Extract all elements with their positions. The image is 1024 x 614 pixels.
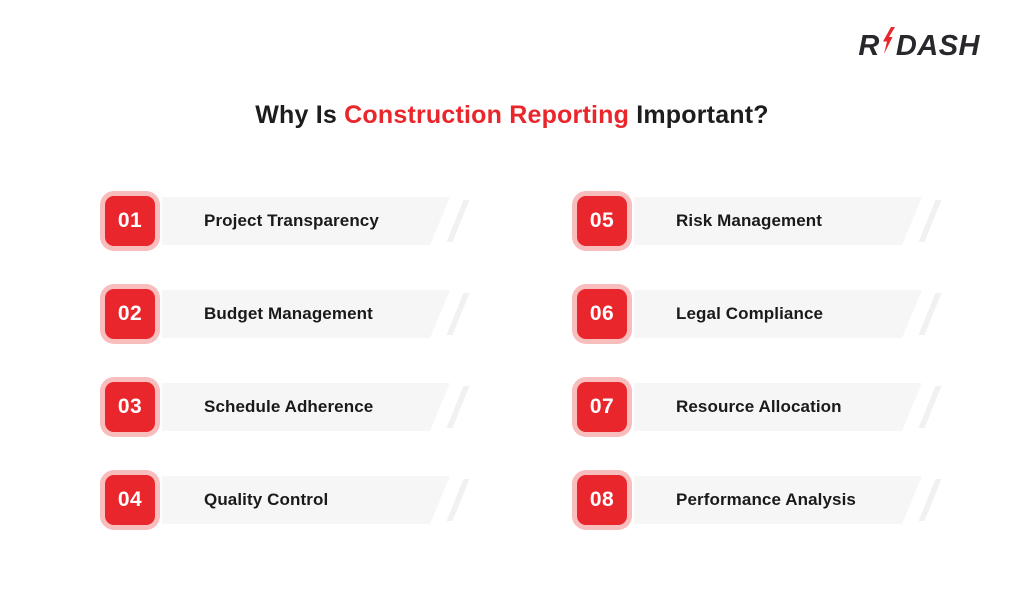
- item-bar: [634, 476, 922, 524]
- list-item-02: 02 Budget Management: [100, 284, 470, 344]
- item-label: Resource Allocation: [676, 397, 842, 416]
- title-highlight: Construction Reporting: [344, 101, 630, 129]
- list-item-05: 05 Risk Management: [572, 191, 942, 251]
- item-bar: [634, 383, 922, 431]
- bar-tail-decoration: [446, 386, 470, 428]
- item-number: 07: [589, 395, 615, 418]
- title-suffix: Important?: [629, 101, 769, 129]
- bar-tail-decoration: [446, 200, 470, 242]
- item-number-badge: 03: [100, 377, 160, 437]
- logo-letter-r: R: [858, 30, 880, 62]
- list-item-08: 08 Performance Analysis: [572, 470, 942, 530]
- item-number: 02: [117, 302, 143, 325]
- bar-tail-decoration: [446, 293, 470, 335]
- item-number-badge: 01: [100, 191, 160, 251]
- item-bar: [162, 197, 450, 245]
- bar-tail-decoration: [446, 479, 470, 521]
- item-label: Legal Compliance: [676, 304, 824, 323]
- item-number-badge: 02: [100, 284, 160, 344]
- title-prefix: Why Is: [255, 101, 345, 129]
- item-label: Project Transparency: [204, 211, 379, 230]
- page-title: Why Is Construction Reporting Important?: [0, 99, 1024, 131]
- list-item-06: 06 Legal Compliance: [572, 284, 942, 344]
- item-label: Schedule Adherence: [204, 397, 374, 416]
- item-number-badge: 04: [100, 470, 160, 530]
- item-number-badge: 07: [572, 377, 632, 437]
- item-label: Quality Control: [204, 490, 329, 509]
- items-grid: 01 Project Transparency 02 Budget Manage…: [100, 191, 942, 530]
- item-number-badge: 08: [572, 470, 632, 530]
- list-item-03: 03 Schedule Adherence: [100, 377, 470, 437]
- item-number: 04: [117, 488, 143, 511]
- bar-tail-decoration: [918, 479, 942, 521]
- item-bar: [162, 476, 450, 524]
- bar-tail-decoration: [918, 200, 942, 242]
- lightning-bolt-icon: [882, 27, 895, 54]
- item-label: Performance Analysis: [676, 490, 856, 509]
- list-item-01: 01 Project Transparency: [100, 191, 470, 251]
- item-number-badge: 05: [572, 191, 632, 251]
- item-number-badge: 06: [572, 284, 632, 344]
- item-bar: [634, 197, 922, 245]
- item-label: Budget Management: [204, 304, 373, 323]
- item-number: 06: [589, 302, 615, 325]
- bar-tail-decoration: [918, 386, 942, 428]
- item-number: 03: [117, 395, 143, 418]
- bar-tail-decoration: [918, 293, 942, 335]
- item-label: Risk Management: [676, 211, 823, 230]
- list-item-07: 07 Resource Allocation: [572, 377, 942, 437]
- list-item-04: 04 Quality Control: [100, 470, 470, 530]
- item-bar: [162, 290, 450, 338]
- item-number: 01: [117, 209, 143, 232]
- item-number: 08: [589, 488, 615, 511]
- rdash-logo: R DASH: [858, 27, 980, 62]
- item-number: 05: [589, 209, 615, 232]
- logo-letter-dash: DASH: [895, 30, 980, 62]
- item-bar: [162, 383, 450, 431]
- item-bar: [634, 290, 922, 338]
